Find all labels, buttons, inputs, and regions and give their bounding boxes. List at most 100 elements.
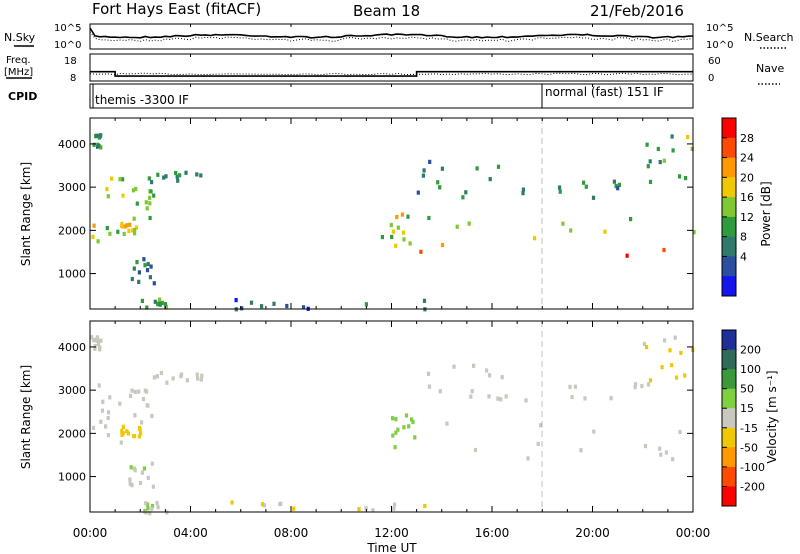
velocity-cbar-tick-label: -15 [740,422,758,435]
echo-cell [100,408,105,413]
noise-left-label: N.Sky [4,31,36,44]
echo-cell [120,432,124,437]
echo-cell [499,397,503,402]
ytick-label: 4000 [58,138,86,151]
velocity-cbar-swatch [722,447,736,468]
echo-cell [395,214,399,220]
echo-cell [396,225,400,230]
freq-label-1: Freq. [6,55,31,66]
echo-cell [407,424,411,429]
echo-cell [413,435,417,440]
echo-cell [393,502,397,507]
ytick-label: 4000 [58,341,86,354]
echo-cell [142,257,146,262]
echo-cell [389,222,393,228]
echo-cell [393,445,397,450]
velocity-cbar-tick-label: 100 [740,363,761,376]
echo-cell [674,375,679,380]
echo-cell [98,347,102,352]
echo-cell [128,481,132,486]
xtick-label: 00:00 [676,526,711,540]
echo-cell [504,394,508,399]
echo-cell [391,416,395,421]
echo-cell [371,508,375,513]
echo-cell [392,506,396,511]
power-cbar-tick-label: 12 [740,211,754,224]
echo-cell [583,396,587,401]
echo-cell [612,179,616,184]
echo-cell [125,223,129,228]
noise-right-tick-bottom: 10^0 [706,40,733,51]
power-cbar-label: Power [dB] [759,181,773,246]
echo-cell [670,134,674,139]
echo-cell [199,377,203,382]
echo-cell [128,477,132,482]
echo-cell [129,393,133,398]
ytick-label: 1000 [58,471,86,484]
echo-cell [152,375,156,380]
echo-cell [104,424,108,429]
power-cbar-tick-label: 4 [740,250,747,263]
velocity-cbar-swatch [722,427,736,448]
echo-cell [633,385,637,390]
echo-cell [357,507,361,512]
ytick-label: 3000 [58,384,86,397]
echo-cell [127,228,131,233]
echo-cell [144,501,148,506]
noise-panel: N.Sky 10^5 10^0 10^5 10^0 N.Search [4,23,794,51]
power-cbar-swatch [722,256,736,277]
echo-cell [90,335,94,340]
echo-cell [469,394,473,399]
echo-cell [404,413,409,418]
echo-cell [118,177,122,182]
echo-cell [640,383,644,389]
power-cbar-tick-label: 20 [740,171,754,184]
power-colorbar: 28 24 20 16 12 8 4 Power [dB] [721,117,773,297]
echo-cell [132,266,136,271]
power-cbar-swatch [722,276,736,297]
echo-cell [121,224,125,229]
echo-cell [139,431,143,436]
echo-cell [487,394,491,399]
echo-cell [394,417,398,422]
echo-cell [603,229,607,234]
echo-cell [240,306,244,311]
echo-cell [664,450,668,455]
echo-cell [279,501,283,506]
echo-cell [394,243,398,248]
echo-cell [648,179,653,184]
nave-line [89,72,693,76]
echo-cell [128,222,132,227]
echo-cell [467,221,471,226]
echo-cell [678,429,682,435]
velocity-cbar-label: Velocity [m s⁻¹] [765,370,779,463]
power-cbar-swatch [722,177,736,198]
echo-cell [440,242,445,248]
echo-cell [130,483,134,488]
echo-cell [164,304,168,309]
xaxis-label: Time UT [366,541,417,554]
echo-cell [230,500,234,505]
echo-cell [402,425,406,430]
echo-cell [137,434,141,439]
echo-cell [131,228,135,233]
echo-cell [106,415,110,421]
echo-cell [137,279,141,284]
echo-cell [93,346,97,351]
velocity-cbar-tick-label: -100 [740,461,765,474]
echo-cell [390,234,394,239]
echo-cell [164,174,168,179]
echo-cell [423,503,427,509]
echo-cell [133,389,137,395]
echo-cell [148,195,152,200]
echo-cell [133,413,137,418]
echo-cell [200,373,204,378]
echo-cell [684,176,688,181]
echo-cell [301,305,306,310]
echo-cell [120,221,124,226]
velocity-cbar-swatch [722,388,736,409]
power-cbar-swatch [722,197,736,218]
echo-cell [671,457,675,462]
echo-cell [410,417,414,422]
echo-cell [260,502,265,507]
